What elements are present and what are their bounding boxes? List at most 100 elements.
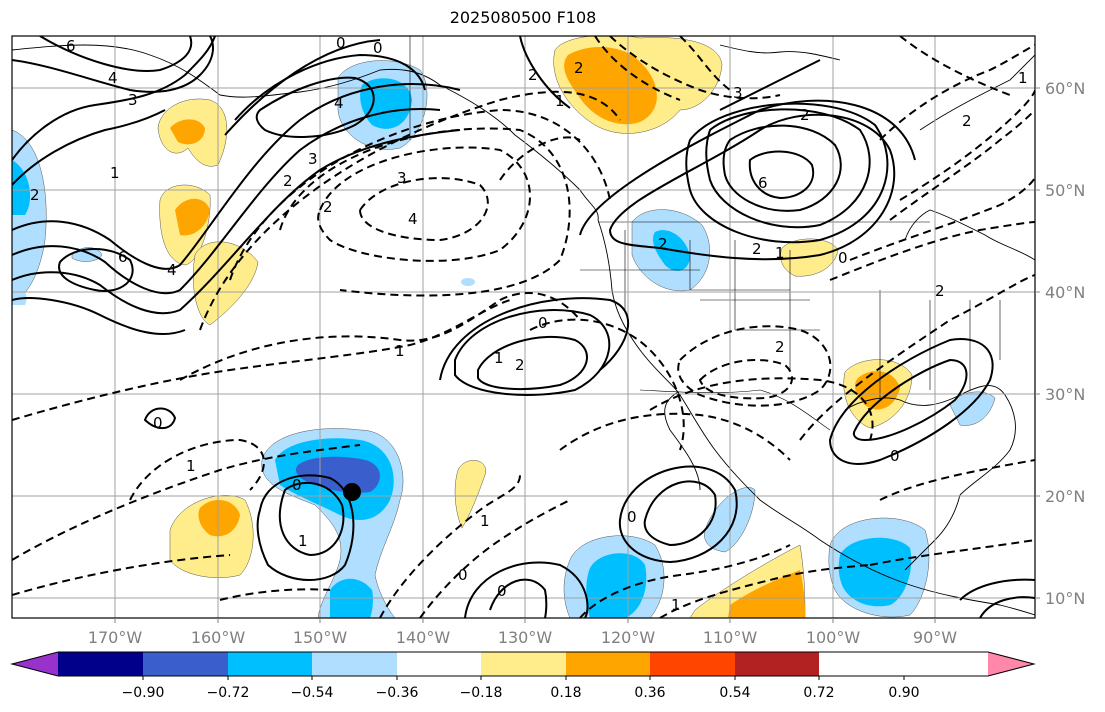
contour-solid	[959, 578, 1035, 601]
contour-label: 6	[66, 37, 76, 55]
colorbar-tick-label: 0.72	[803, 685, 834, 701]
colorbar-tick-label: −0.90	[122, 685, 165, 701]
lat-label: 50°N	[1045, 181, 1085, 200]
contour-label: 2	[962, 112, 972, 130]
contour-solid	[278, 482, 345, 557]
contour-dashed	[229, 108, 611, 281]
lon-label: 110°W	[703, 628, 758, 647]
contour-label: 2	[515, 356, 525, 374]
lat-label: 40°N	[1045, 283, 1085, 302]
colorbar-tick-label: 0.90	[888, 685, 919, 701]
shade-positive	[193, 241, 259, 326]
contour-solid	[489, 578, 548, 618]
contour-label: 1	[110, 164, 120, 182]
contour-solid	[454, 309, 611, 396]
lat-label: 10°N	[1045, 589, 1085, 608]
contour-solid	[12, 83, 461, 270]
contour-label: 2	[574, 59, 584, 77]
map-title: 2025080500 F108	[449, 8, 597, 27]
contour-label: 4	[408, 210, 418, 228]
contour-dashed	[579, 544, 791, 618]
contour-solid	[234, 53, 426, 121]
contour-solid	[705, 108, 871, 229]
contour-label: 3	[397, 169, 407, 187]
contour-dashed	[279, 127, 571, 297]
contour-solid	[224, 39, 381, 136]
contour-dashed	[899, 36, 1011, 96]
shade-positive	[454, 460, 486, 529]
contour-dashed	[879, 459, 1035, 501]
contour-label: 2	[30, 186, 40, 204]
shade-negative	[12, 160, 31, 215]
shade-negative	[461, 278, 475, 286]
colorbar: −0.90 −0.72 −0.54 −0.36 −0.18 0.18 0.36 …	[10, 651, 1036, 701]
coastline	[597, 219, 1035, 616]
contour-label: 0	[292, 476, 302, 494]
contour-solid	[12, 129, 461, 315]
contour-dashed	[129, 438, 265, 501]
contour-label: 0	[627, 508, 637, 526]
contour-dashed	[679, 36, 731, 91]
colorbar-segment	[735, 652, 819, 676]
contour-dashed	[559, 412, 791, 461]
plot-frame	[11, 35, 1036, 619]
contour-label: 4	[108, 69, 118, 87]
positive-contours	[12, 36, 1035, 618]
contour-solid	[685, 102, 889, 244]
contour-label: 2	[283, 172, 293, 190]
colorbar-tick-label: 0.18	[550, 685, 581, 701]
contour-label: 0	[458, 566, 468, 584]
contour-label: 2	[775, 338, 785, 356]
contour-dashed	[179, 291, 581, 381]
colorbar-segment	[650, 652, 735, 676]
contour-label: 2	[323, 198, 333, 216]
contour-label: 2	[935, 282, 945, 300]
coastline	[904, 209, 1035, 261]
contour-label: 1	[775, 244, 785, 262]
contour-solid	[12, 36, 216, 161]
colorbar-segment	[397, 652, 481, 676]
lon-label: 140°W	[396, 628, 451, 647]
border	[580, 230, 820, 370]
colorbar-tick-label: −0.36	[376, 685, 419, 701]
contour-label: 0	[838, 249, 848, 267]
contour-solid	[579, 99, 916, 236]
colorbar-ticks	[142, 676, 905, 680]
shade-negative	[838, 537, 912, 607]
location-marker	[343, 483, 361, 501]
contour-label: 1	[298, 532, 308, 550]
contour-solid	[979, 596, 1035, 618]
contour-solid	[722, 124, 842, 212]
contour-label: 0	[336, 34, 346, 52]
contour-solid	[464, 561, 589, 618]
contour-label: 6	[118, 248, 128, 266]
contour-solid	[618, 465, 738, 564]
colorbar-extend-min	[12, 652, 58, 676]
lon-axis: 170°W 160°W 150°W 140°W 130°W 120°W 110°…	[88, 618, 957, 647]
contour-solid	[12, 36, 214, 93]
lon-label: 170°W	[88, 628, 143, 647]
lon-label: 120°W	[601, 628, 656, 647]
contour-dashed	[799, 274, 1035, 441]
colorbar-tick-label: −0.18	[460, 685, 503, 701]
contour-dashed	[12, 554, 231, 596]
contour-dashed	[529, 318, 685, 451]
coastline	[719, 44, 841, 61]
contour-label: 6	[758, 174, 768, 192]
contour-dashed	[499, 136, 581, 181]
contour-solid	[608, 113, 896, 261]
contour-solid	[12, 297, 186, 336]
contour-label: 1	[186, 457, 196, 475]
shade-positive	[854, 371, 900, 410]
coastline	[12, 44, 301, 98]
contour-solid	[828, 338, 994, 465]
lat-label: 60°N	[1045, 79, 1085, 98]
contour-label: 0	[890, 447, 900, 465]
lat-axis: 60°N 50°N 40°N 30°N 20°N 10°N	[1035, 79, 1085, 608]
shade-positive	[564, 46, 657, 125]
contour-label: 2	[800, 106, 810, 124]
colorbar-tick-label: 0.54	[719, 685, 750, 701]
contour-solid	[748, 150, 815, 200]
contour-label: 0	[497, 582, 507, 600]
colorbar-tick-label: 0.36	[634, 685, 665, 701]
